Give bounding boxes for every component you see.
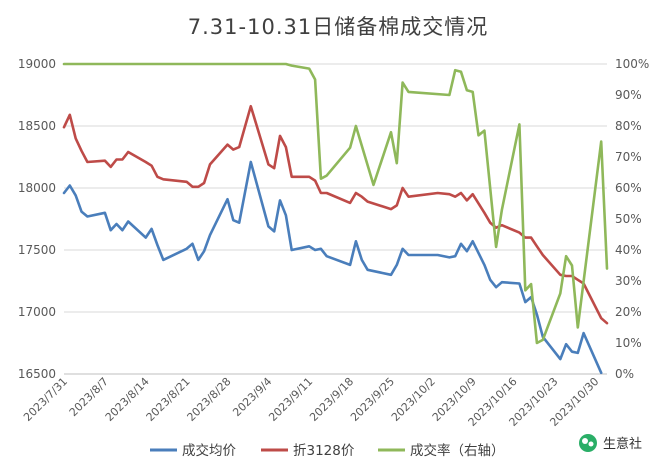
y-right-tick-label: 0%: [615, 367, 634, 381]
legend-label: 成交均价: [182, 442, 236, 459]
y-right-tick-label: 10%: [615, 336, 642, 350]
watermark-text: 生意社: [603, 436, 642, 452]
y-left-tick-label: 16500: [18, 367, 56, 381]
x-tick-label: 2023/7/31: [21, 375, 70, 424]
y-left-tick-label: 17000: [18, 305, 56, 319]
chart-title: 7.31-10.31日储备棉成交情况: [188, 15, 488, 39]
legend-label: 成交率（右轴）: [410, 442, 505, 459]
y-left-tick-label: 18500: [18, 119, 56, 133]
series-line-1: [62, 160, 603, 375]
y-right-tick-label: 40%: [615, 243, 642, 257]
y-right-tick-label: 80%: [615, 119, 642, 133]
wechat-icon-bubble: [582, 438, 588, 444]
y-right-tick-label: 30%: [615, 274, 642, 288]
y-right-tick-label: 100%: [615, 57, 649, 71]
watermark: 生意社: [579, 434, 642, 452]
y-left-tick-label: 17500: [18, 243, 56, 257]
legend-label: 折3128价: [293, 443, 355, 459]
y-left-tick-label: 19000: [18, 57, 56, 71]
y-right-tick-label: 70%: [615, 150, 642, 164]
y-left-tick-label: 18000: [18, 181, 56, 195]
series-line-3: [62, 62, 609, 345]
wechat-icon-bubble-2: [588, 441, 594, 447]
x-tick-label: 2023/8/28: [185, 375, 234, 424]
y-right-tick-label: 90%: [615, 88, 642, 102]
y-right-tick-label: 50%: [615, 212, 642, 226]
wechat-icon: [579, 434, 597, 452]
y-right-tick-label: 60%: [615, 181, 642, 195]
y-right-tick-label: 20%: [615, 305, 642, 319]
